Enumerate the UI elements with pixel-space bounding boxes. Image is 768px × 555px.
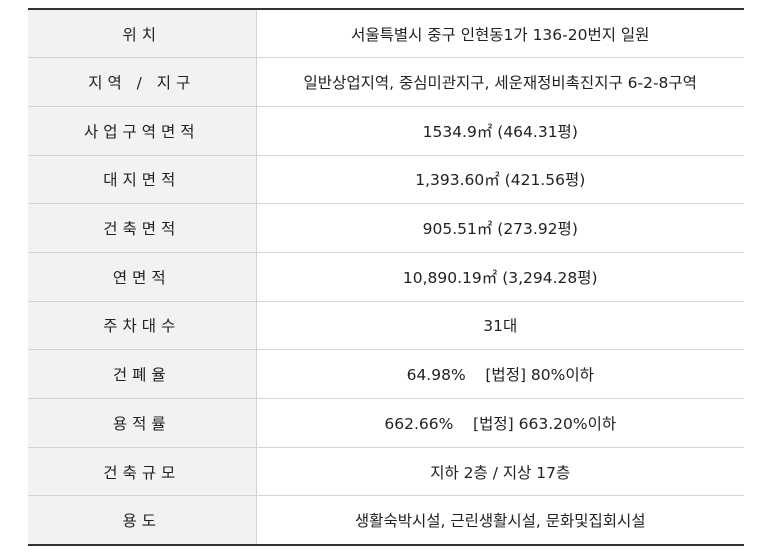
table-row-location: 위치 서울특별시 중구 인현동1가 136-20번지 일원 [28,9,744,59]
table-row-building-area: 건축면적 905.51㎡ (273.92평) [28,203,744,253]
row-value-building-scale: 지하 2층 / 지상 17층 [256,447,744,497]
row-label-project-area: 사업구역면적 [28,106,257,156]
table-row-project-area: 사업구역면적 1534.9㎡ (464.31평) [28,106,744,156]
table-row-zone: 지역 / 지구 일반상업지역, 중심미관지구, 세운재정비촉진지구 6-2-8구… [28,57,744,107]
row-value-gross-floor-area: 10,890.19㎡ (3,294.28평) [256,252,744,302]
row-label-site-area: 대지면적 [28,155,257,205]
table-row-parking: 주차대수 31대 [28,301,744,351]
row-label-coverage-ratio: 건폐율 [28,349,257,399]
row-label-zone: 지역 / 지구 [28,57,257,107]
row-value-site-area: 1,393.60㎡ (421.56평) [256,155,744,205]
row-label-parking: 주차대수 [28,301,257,351]
table-row-building-scale: 건축규모 지하 2층 / 지상 17층 [28,447,744,497]
row-label-floor-area-ratio: 용적률 [28,398,257,448]
row-label-usage: 용도 [28,495,257,545]
row-label-gross-floor-area: 연면적 [28,252,257,302]
row-value-zone: 일반상업지역, 중심미관지구, 세운재정비촉진지구 6-2-8구역 [256,57,744,107]
row-label-building-area: 건축면적 [28,203,257,253]
row-value-building-area: 905.51㎡ (273.92평) [256,203,744,253]
row-value-coverage-ratio: 64.98% [법정] 80%이하 [256,349,744,399]
row-value-project-area: 1534.9㎡ (464.31평) [256,106,744,156]
row-label-building-scale: 건축규모 [28,447,257,497]
project-overview-table-container: 위치 서울특별시 중구 인현동1가 136-20번지 일원 지역 / 지구 일반… [28,8,744,546]
table-row-gross-floor-area: 연면적 10,890.19㎡ (3,294.28평) [28,252,744,302]
table-row-site-area: 대지면적 1,393.60㎡ (421.56평) [28,155,744,205]
row-label-location: 위치 [28,9,257,59]
table-row-usage: 용도 생활숙박시설, 근린생활시설, 문화및집회시설 [28,495,744,545]
table-row-coverage-ratio: 건폐율 64.98% [법정] 80%이하 [28,349,744,399]
table-row-floor-area-ratio: 용적률 662.66% [법정] 663.20%이하 [28,398,744,448]
row-value-parking: 31대 [256,301,744,351]
project-overview-table: 위치 서울특별시 중구 인현동1가 136-20번지 일원 지역 / 지구 일반… [28,8,744,546]
row-value-location: 서울특별시 중구 인현동1가 136-20번지 일원 [256,9,744,59]
row-value-floor-area-ratio: 662.66% [법정] 663.20%이하 [256,398,744,448]
row-value-usage: 생활숙박시설, 근린생활시설, 문화및집회시설 [256,495,744,545]
